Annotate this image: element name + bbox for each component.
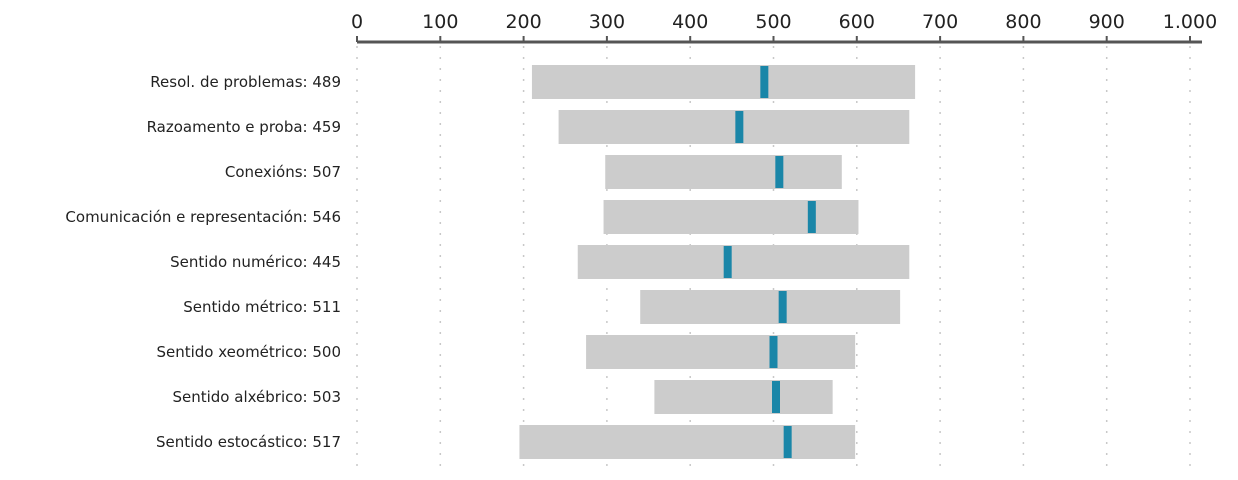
tick-label: 100 xyxy=(422,11,458,33)
category-label: Razoamento e proba: 459 xyxy=(147,118,341,136)
tick-label: 900 xyxy=(1089,11,1125,33)
tick-label: 0 xyxy=(351,11,363,33)
mean-marker xyxy=(771,381,780,413)
category-label: Sentido xeométrico: 500 xyxy=(156,343,341,361)
tick-label: 500 xyxy=(755,11,791,33)
mean-markers xyxy=(723,66,816,458)
mean-marker xyxy=(778,291,787,323)
x-axis: 0 100 200 300 400 500 600 700 800 900 1.000 xyxy=(351,11,1217,44)
range-bar xyxy=(654,380,833,414)
tick-label: 200 xyxy=(505,11,541,33)
tick-label: 800 xyxy=(1005,11,1041,33)
range-bar xyxy=(558,110,910,144)
category-label: Sentido numérico: 445 xyxy=(170,253,341,271)
range-bars xyxy=(519,65,916,459)
range-bar xyxy=(519,425,856,459)
mean-marker xyxy=(807,201,816,233)
category-label: Sentido alxébrico: 503 xyxy=(172,388,341,406)
range-bar xyxy=(603,200,859,234)
range-bar xyxy=(586,335,856,369)
category-label: Sentido métrico: 511 xyxy=(183,298,341,316)
mean-marker xyxy=(775,156,784,188)
range-bar xyxy=(577,245,910,279)
range-bar xyxy=(605,155,842,189)
mean-marker xyxy=(760,66,769,98)
mean-marker xyxy=(769,336,778,368)
category-labels: Resol. de problemas: 489 Razoamento e pro… xyxy=(65,73,341,451)
tick-label: 400 xyxy=(672,11,708,33)
category-label: Comunicación e representación: 546 xyxy=(65,208,341,226)
category-label: Resol. de problemas: 489 xyxy=(150,73,341,91)
tick-label: 300 xyxy=(589,11,625,33)
category-label: Conexións: 507 xyxy=(225,163,341,181)
range-bar xyxy=(640,290,901,324)
category-label: Sentido estocástico: 517 xyxy=(156,433,341,451)
mean-marker xyxy=(735,111,744,143)
tick-label: 1.000 xyxy=(1163,11,1217,33)
mean-marker xyxy=(783,426,792,458)
mean-marker xyxy=(723,246,732,278)
tick-label: 600 xyxy=(839,11,875,33)
tick-label: 700 xyxy=(922,11,958,33)
range-bar xyxy=(531,65,916,99)
